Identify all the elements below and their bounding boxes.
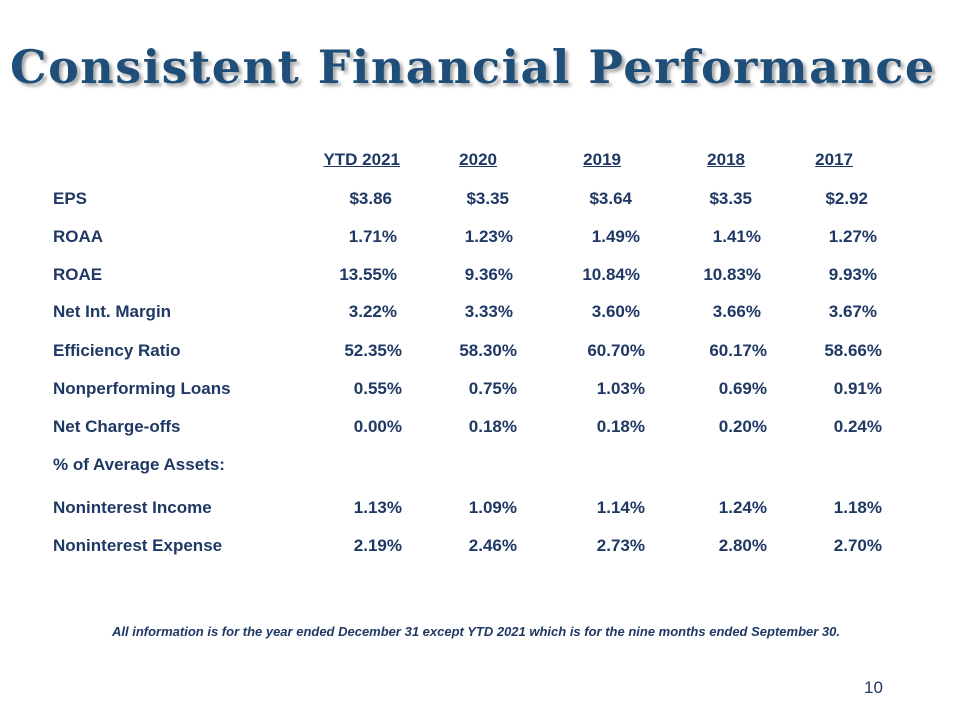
table-cell: $3.64 [589,189,632,208]
table-cell: 0.24% [833,417,882,436]
table-cell: $3.86 [349,189,392,208]
table-cell: 0.00% [353,417,402,436]
table-cell: 1.71% [348,227,397,246]
page-number: 10 [864,678,883,697]
table-cell: 58.30% [459,341,517,360]
column-header: YTD 2021 [323,150,400,169]
row-label: Net Charge-offs [53,417,181,436]
table-cell: 58.66% [824,341,882,360]
table-cell: 52.35% [344,341,402,360]
table-cell: 3.60% [591,302,640,321]
table-cell: 2.19% [353,536,402,555]
table-cell: 3.33% [464,302,513,321]
row-label: % of Average Assets: [53,455,225,474]
table-cell: 1.27% [828,227,877,246]
table-cell: 1.49% [591,227,640,246]
table-cell: 0.91% [833,379,882,398]
table-cell: 0.20% [718,417,767,436]
table-cell: 9.36% [464,265,513,284]
table-cell: 3.66% [712,302,761,321]
row-label: Nonperforming Loans [53,379,231,398]
table-cell: 1.14% [596,498,645,517]
table-cell: 1.03% [596,379,645,398]
table-cell: 2.46% [468,536,517,555]
row-label: Efficiency Ratio [53,341,181,360]
table-cell: 0.18% [596,417,645,436]
table-cell: 1.24% [718,498,767,517]
table-cell: 1.41% [712,227,761,246]
table-cell: 0.69% [718,379,767,398]
footnote: All information is for the year ended De… [112,624,840,639]
table-cell: 3.67% [828,302,877,321]
table-cell: 1.18% [833,498,882,517]
table-cell: 1.09% [468,498,517,517]
column-header: 2018 [707,150,745,169]
table-cell: 60.70% [587,341,645,360]
table-cell: 0.75% [468,379,517,398]
table-cell: $2.92 [825,189,868,208]
table-cell: 10.83% [703,265,761,284]
table-cell: 1.23% [464,227,513,246]
row-label: ROAE [53,265,103,284]
row-label: Noninterest Income [53,498,212,517]
column-header: 2020 [459,150,497,169]
table-cell: 0.55% [353,379,402,398]
table-cell: 2.73% [596,536,645,555]
table-cell: $3.35 [466,189,509,208]
row-label: Noninterest Expense [53,536,223,555]
table-cell: 10.84% [582,265,640,284]
table-cell: 3.22% [348,302,397,321]
table-cell: 60.17% [709,341,767,360]
row-label: EPS [53,189,88,208]
table-cell: 2.70% [833,536,882,555]
table-cell: 0.18% [468,417,517,436]
slide-title: Consistent Financial Performance [10,40,936,94]
column-header: 2017 [815,150,853,169]
table-cell: $3.35 [709,189,752,208]
table-cell: 13.55% [339,265,397,284]
row-label: ROAA [53,227,104,246]
table-cell: 9.93% [828,265,877,284]
column-header: 2019 [583,150,621,169]
table-cell: 2.80% [718,536,767,555]
row-label: Net Int. Margin [53,302,172,321]
table-cell: 1.13% [353,498,402,517]
